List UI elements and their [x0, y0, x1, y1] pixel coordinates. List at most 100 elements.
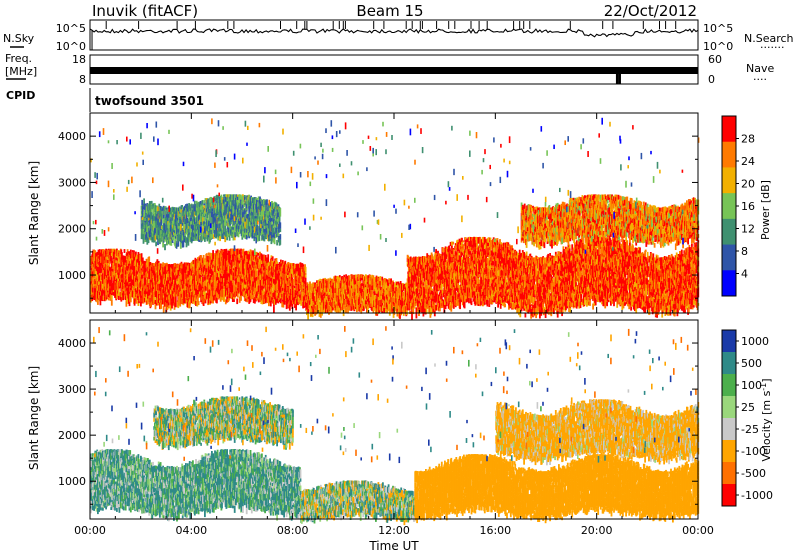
data-cell	[441, 296, 443, 299]
data-cell	[328, 284, 330, 289]
data-cell	[273, 306, 275, 313]
data-cell	[411, 313, 413, 320]
data-cell	[107, 263, 109, 266]
data-cell	[175, 302, 177, 307]
data-cell	[111, 299, 113, 305]
freq-label-line1: Freq.	[5, 52, 32, 65]
data-cell	[453, 249, 455, 254]
freq-left-tick-bottom: 8	[79, 73, 86, 86]
data-cell	[174, 281, 176, 285]
data-band-post-noon	[407, 237, 700, 320]
freq-label-line2: [MHz]	[5, 65, 37, 78]
data-cell	[233, 280, 235, 285]
data-cell	[202, 277, 204, 280]
data-cell	[339, 275, 341, 277]
freq-left-tick-top: 18	[72, 53, 86, 66]
data-cell	[200, 255, 202, 259]
data-cell	[163, 306, 165, 313]
data-cell	[294, 286, 296, 288]
data-cell	[319, 279, 321, 281]
data-cell	[305, 278, 307, 280]
data-cell	[267, 254, 269, 260]
nsky-label: N.Sky	[3, 32, 35, 45]
data-cell	[435, 249, 437, 253]
data-cell	[307, 313, 309, 320]
data-cell	[276, 262, 278, 264]
data-cell	[371, 290, 373, 294]
date-title: 22/Oct/2012	[604, 2, 697, 20]
data-cell	[198, 301, 200, 305]
data-cell	[452, 242, 454, 245]
data-cell	[168, 305, 170, 308]
data-cell	[292, 275, 294, 278]
nave-dotted-key: ····	[753, 73, 767, 86]
cpid-label: CPID	[6, 89, 35, 102]
data-cell	[286, 304, 288, 309]
data-cell	[141, 279, 143, 282]
data-cell	[233, 299, 235, 302]
power-heatmap	[90, 118, 699, 320]
data-cell	[449, 245, 451, 251]
data-cell	[462, 240, 464, 242]
data-cell	[431, 289, 433, 291]
data-cell	[130, 250, 132, 254]
data-cell	[124, 249, 126, 253]
frequency-line	[90, 67, 698, 74]
noise-right-tick-top: 10^5	[703, 22, 733, 35]
data-cell	[295, 304, 297, 311]
data-cell	[236, 299, 238, 305]
data-cell	[218, 250, 220, 252]
data-cell	[111, 295, 113, 299]
data-cell	[305, 267, 307, 273]
noise-panel-frame	[90, 20, 698, 50]
frequency-dropout	[616, 70, 619, 84]
beam-title: Beam 15	[356, 2, 423, 20]
data-cell	[148, 256, 150, 259]
data-cell	[272, 256, 274, 261]
data-cell	[436, 291, 438, 293]
noise-left-tick-top: 10^5	[56, 22, 86, 35]
data-cell	[458, 276, 460, 280]
data-band-main	[90, 249, 307, 314]
data-cell	[307, 309, 309, 313]
data-cell	[240, 249, 242, 252]
data-cell	[379, 276, 381, 281]
data-cell	[118, 296, 120, 300]
data-cell	[442, 248, 444, 253]
data-cell	[446, 304, 448, 306]
nave-right-tick-bottom: 0	[708, 73, 715, 86]
data-cell	[462, 245, 464, 250]
nsearch-dotted-key: ·······	[760, 41, 784, 54]
data-cell	[464, 302, 466, 309]
data-cell	[305, 280, 307, 287]
data-cell	[240, 296, 242, 301]
data-cell	[175, 297, 177, 303]
noise-left-tick-bottom: 10^0	[56, 40, 86, 53]
data-cell	[406, 310, 408, 315]
data-cell	[133, 250, 135, 252]
data-cell	[240, 251, 242, 256]
data-cell	[305, 273, 307, 275]
data-cell	[429, 301, 431, 306]
data-cell	[416, 313, 418, 319]
data-cell	[403, 314, 405, 316]
data-cell	[256, 271, 258, 277]
frequency-dropout	[618, 70, 621, 84]
data-cell	[459, 304, 461, 309]
station-title: Inuvik (fitACF)	[92, 2, 198, 20]
noise-right-tick-bottom: 10^0	[703, 40, 733, 53]
nave-right-tick-top: 60	[708, 53, 722, 66]
data-cell	[148, 259, 150, 262]
cpid-name: twofsound 3501	[95, 94, 204, 108]
data-cell	[409, 311, 411, 314]
data-cell	[284, 261, 286, 265]
data-cell	[111, 278, 113, 284]
data-cell	[141, 253, 143, 256]
noise-sky-line	[90, 29, 698, 37]
data-cell	[305, 275, 307, 278]
data-cell	[302, 264, 304, 267]
data-cell	[216, 298, 218, 304]
data-cell	[130, 296, 132, 302]
